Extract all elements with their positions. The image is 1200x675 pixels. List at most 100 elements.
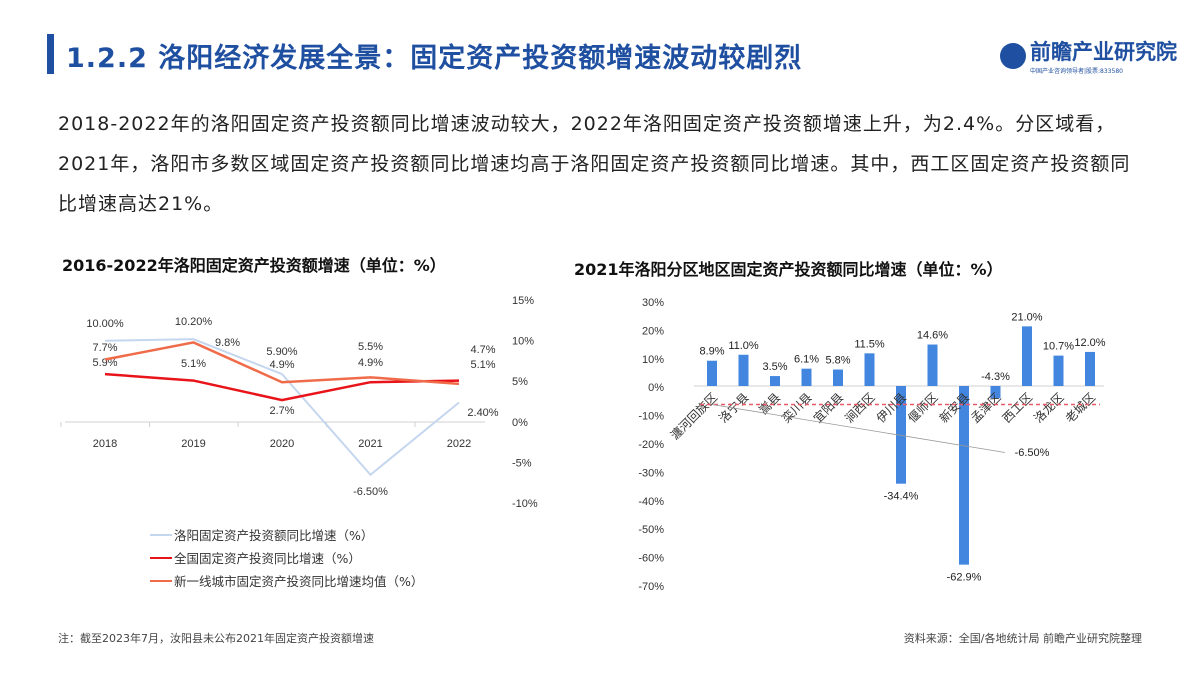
data-label: 5.1% bbox=[181, 358, 206, 370]
bar bbox=[959, 386, 969, 565]
legend-swatch bbox=[150, 533, 172, 536]
bar bbox=[864, 353, 875, 386]
x-tick-label: 偃师区 bbox=[905, 390, 941, 426]
logo: 前瞻产业研究院 中国产业咨询领导者|股票:833580 bbox=[1000, 36, 1177, 75]
y-tick-label: 20% bbox=[642, 325, 664, 337]
data-label: 4.9% bbox=[358, 357, 383, 369]
data-label: 21.0% bbox=[1011, 311, 1042, 323]
series-line bbox=[104, 338, 460, 477]
line-chart-title: 2016-2022年洛阳固定资产投资额增速（单位：%） bbox=[62, 256, 446, 275]
data-label: 10.20% bbox=[175, 316, 213, 328]
y-tick-label: -50% bbox=[638, 524, 664, 536]
data-label: 9.8% bbox=[215, 337, 240, 349]
y-tick-label: -70% bbox=[638, 581, 664, 593]
x-tick-label: 老城区 bbox=[1063, 390, 1098, 425]
legend-label: 全国固定资产投资同比增速（%） bbox=[174, 551, 361, 566]
data-label: 5.8% bbox=[825, 355, 850, 367]
data-label: 5.9% bbox=[92, 357, 117, 369]
x-tick-label: 2020 bbox=[270, 438, 294, 450]
intro-text: 2018-2022年的洛阳固定资产投资额同比增速波动较大，2022年洛阳固定资产… bbox=[58, 113, 1131, 215]
legend-label: 洛阳固定资产投资额同比增速（%） bbox=[174, 528, 374, 543]
y-tick-label: 5% bbox=[512, 376, 528, 388]
reference-label: -6.50% bbox=[1015, 447, 1050, 459]
logo-icon bbox=[1000, 42, 1026, 69]
data-label: 10.00% bbox=[86, 318, 124, 330]
bar bbox=[801, 368, 812, 386]
x-tick-label: 2018 bbox=[93, 438, 117, 450]
x-tick-label: 2019 bbox=[181, 438, 205, 450]
data-label: 7.7% bbox=[92, 342, 117, 354]
data-label: -6.50% bbox=[353, 486, 388, 498]
y-tick-label: 10% bbox=[642, 354, 664, 366]
data-label: -62.9% bbox=[947, 572, 982, 584]
y-tick-label: 15% bbox=[512, 295, 534, 307]
data-label: 11.0% bbox=[728, 340, 759, 352]
x-tick-label: 涧西区 bbox=[842, 390, 877, 425]
data-label: 10.7% bbox=[1043, 341, 1074, 353]
data-label: 2.7% bbox=[269, 405, 294, 417]
data-label: 14.6% bbox=[917, 330, 948, 342]
y-tick-label: -10% bbox=[512, 498, 538, 510]
bar bbox=[896, 386, 906, 484]
data-label: 3.5% bbox=[762, 361, 787, 373]
y-tick-label: -10% bbox=[638, 411, 664, 423]
leader-line bbox=[711, 404, 1006, 453]
bar bbox=[770, 376, 780, 386]
x-tick-label: 2022 bbox=[447, 438, 471, 450]
footer-note: 注：截至2023年7月，汝阳县未公布2021年固定资产投资额增速 bbox=[58, 632, 374, 645]
data-label: 11.5% bbox=[854, 338, 885, 350]
x-tick-label: 嵩县 bbox=[756, 390, 783, 417]
x-tick-label: 西工区 bbox=[1000, 390, 1035, 425]
bar bbox=[738, 354, 749, 386]
data-label: 5.5% bbox=[358, 341, 383, 353]
y-tick-label: -40% bbox=[638, 496, 664, 508]
bar bbox=[927, 344, 938, 386]
x-tick-label: 2021 bbox=[358, 438, 382, 450]
legend-label: 新一线城市固定资产投资同比增速均值（%） bbox=[174, 574, 424, 589]
data-label: 2.40% bbox=[467, 407, 498, 419]
bar bbox=[990, 386, 1001, 399]
legend-item: 新一线城市固定资产投资同比增速均值（%） bbox=[150, 569, 423, 592]
data-label: -4.3% bbox=[981, 371, 1010, 383]
logo-name: 前瞻产业研究院 bbox=[1030, 40, 1177, 64]
y-tick-label: 0% bbox=[512, 417, 528, 429]
title-accent-bar bbox=[47, 34, 54, 74]
y-tick-label: -20% bbox=[638, 439, 664, 451]
data-label: 12.0% bbox=[1074, 337, 1105, 349]
x-tick-label: 孟津区 bbox=[968, 390, 1003, 425]
bar bbox=[833, 369, 843, 386]
bar bbox=[1022, 326, 1032, 386]
bar bbox=[707, 360, 717, 386]
bar bbox=[1085, 351, 1095, 386]
data-label: 4.7% bbox=[470, 344, 495, 356]
bar-chart-title: 2021年洛阳分区地区固定资产投资额同比增速（单位：%） bbox=[574, 260, 1003, 279]
data-label: 8.9% bbox=[699, 346, 724, 358]
y-tick-label: -30% bbox=[638, 467, 664, 479]
legend-item: 洛阳固定资产投资额同比增速（%） bbox=[150, 523, 423, 546]
data-label: 4.9% bbox=[269, 359, 294, 371]
line-chart-legend: 洛阳固定资产投资额同比增速（%） 全国固定资产投资同比增速（%） 新一线城市固定… bbox=[150, 523, 423, 592]
y-tick-label: -5% bbox=[512, 457, 532, 469]
series-line bbox=[104, 341, 460, 386]
legend-item: 全国固定资产投资同比增速（%） bbox=[150, 546, 423, 569]
bar bbox=[1053, 355, 1064, 386]
legend-swatch bbox=[150, 556, 172, 559]
logo-sub: 中国产业咨询领导者|股票:833580 bbox=[1030, 68, 1123, 75]
page-title: 1.2.2 洛阳经济发展全景：固定资产投资额增速波动较剧烈 bbox=[66, 43, 803, 74]
x-tick-label: 洛龙区 bbox=[1031, 390, 1067, 426]
y-tick-label: 0% bbox=[648, 382, 664, 394]
data-label: 5.1% bbox=[470, 359, 495, 371]
y-tick-label: -60% bbox=[638, 553, 664, 565]
x-tick-label: 瀍河回族区 bbox=[667, 390, 720, 443]
legend-swatch bbox=[150, 579, 172, 582]
data-label: 5.90% bbox=[266, 346, 297, 358]
data-label: 6.1% bbox=[794, 354, 819, 366]
y-tick-label: 10% bbox=[512, 336, 534, 348]
data-label: -34.4% bbox=[884, 491, 919, 503]
y-tick-label: 30% bbox=[642, 297, 664, 309]
x-tick-label: 宜阳县 bbox=[810, 390, 846, 426]
series-line bbox=[104, 372, 460, 402]
footer-source: 资料来源：全国/各地统计局 前瞻产业研究院整理 bbox=[903, 632, 1142, 645]
x-tick-label: 洛宁县 bbox=[716, 390, 752, 426]
